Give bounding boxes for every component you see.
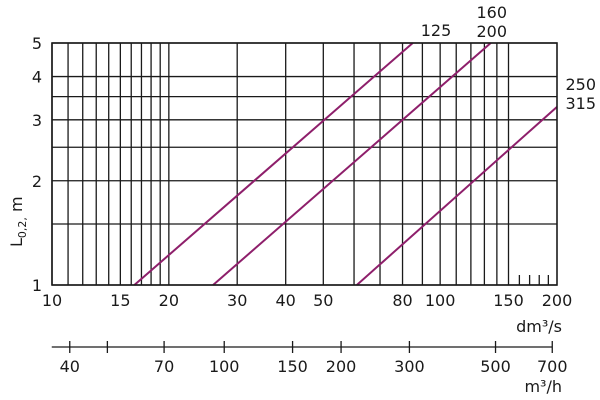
y-axis-label: L0,2, m	[7, 196, 29, 247]
x-axis-label: dm³/s	[516, 317, 562, 336]
x2-tick-label: 200	[326, 357, 357, 376]
series-line	[133, 42, 414, 286]
y-tick-label: 3	[32, 111, 42, 130]
x-tick-label: 20	[159, 291, 179, 310]
x2-tick-label: 40	[60, 357, 80, 376]
series-label: 250	[565, 75, 596, 94]
grid	[51, 42, 557, 286]
series-line	[356, 106, 558, 286]
x2-tick-label: 70	[154, 357, 174, 376]
x2-axis-label: m³/h	[524, 377, 562, 396]
x-tick-label: 30	[227, 291, 247, 310]
x-tick-label: 15	[110, 291, 130, 310]
x-tick-label: 150	[493, 291, 524, 310]
x2-tick-label: 700	[537, 357, 568, 376]
x-tick-label: 100	[425, 291, 456, 310]
x2-tick-label: 150	[277, 357, 308, 376]
x-axis-ticks: 10 15 20 30 40 50 80 100 150 200	[42, 275, 572, 310]
series-label: 160	[476, 3, 507, 22]
series-line	[212, 42, 492, 286]
y-axis-ticks: 1 2 3 4 5	[32, 34, 42, 295]
series-label: 315	[565, 94, 596, 113]
x-tick-label: 200	[542, 291, 573, 310]
x2-tick-label: 300	[394, 357, 425, 376]
series-label: 125	[421, 21, 452, 40]
y-tick-label: 4	[32, 68, 42, 87]
y-tick-label: 5	[32, 34, 42, 53]
x-tick-label: 80	[392, 291, 412, 310]
plot-frame	[51, 42, 558, 286]
secondary-x-axis: 40 70 100 150 200 300 500 700	[51, 341, 568, 376]
x2-tick-label: 500	[480, 357, 511, 376]
y-tick-label: 1	[32, 276, 42, 295]
x2-tick-label: 100	[209, 357, 240, 376]
y-tick-label: 2	[32, 172, 42, 191]
series-lines	[133, 42, 558, 286]
series-label: 200	[476, 22, 507, 41]
x-tick-label: 40	[276, 291, 296, 310]
x-tick-label: 50	[313, 291, 333, 310]
x-tick-label: 10	[42, 291, 62, 310]
